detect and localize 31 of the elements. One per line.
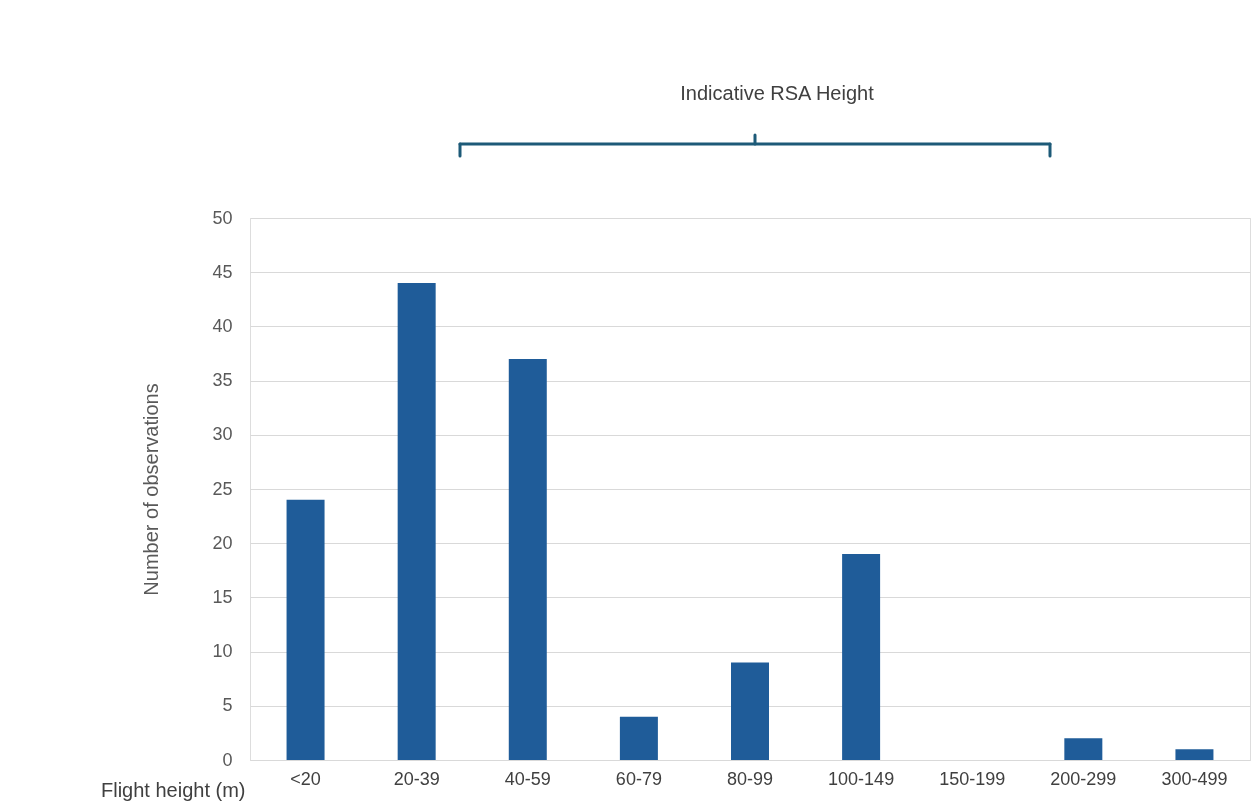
bar <box>508 358 547 760</box>
text: Indicative RSA Height <box>680 82 875 104</box>
y-tick-label: 0 <box>222 749 233 770</box>
x-tick-label: 20-39 <box>393 768 440 789</box>
x-tick-label: 40-59 <box>504 768 551 789</box>
x-tick-label: <20 <box>290 768 321 789</box>
y-tick-label: 20 <box>212 532 233 553</box>
bar <box>1064 738 1103 760</box>
x-tick-label: 60-79 <box>615 768 662 789</box>
x-tick-label: 200-299 <box>1050 768 1117 789</box>
y-tick-label: 25 <box>212 478 233 499</box>
y-tick-label: 35 <box>212 370 233 391</box>
bar <box>619 716 658 760</box>
y-tick-label: 45 <box>212 261 233 282</box>
y-axis-title: Number of observations <box>140 383 163 596</box>
x-tick-label: 80-99 <box>726 768 774 789</box>
y-tick-label: 50 <box>212 207 233 228</box>
x-tick-label: 300-499 <box>1161 768 1228 789</box>
y-tick-label: 30 <box>212 424 233 445</box>
x-tick-label: 100-149 <box>828 768 895 789</box>
bar <box>731 662 769 760</box>
bar <box>397 283 436 760</box>
x-tick-label: 150-199 <box>939 768 1006 789</box>
y-tick-label: 5 <box>222 695 233 716</box>
y-tick-label: 40 <box>212 315 233 336</box>
bar <box>1175 749 1214 760</box>
y-tick-label: 15 <box>212 586 233 607</box>
bar <box>842 554 881 760</box>
y-tick-label: 10 <box>212 641 233 662</box>
bar <box>286 499 325 760</box>
x-axis-title: Flight height (m) <box>101 778 246 801</box>
